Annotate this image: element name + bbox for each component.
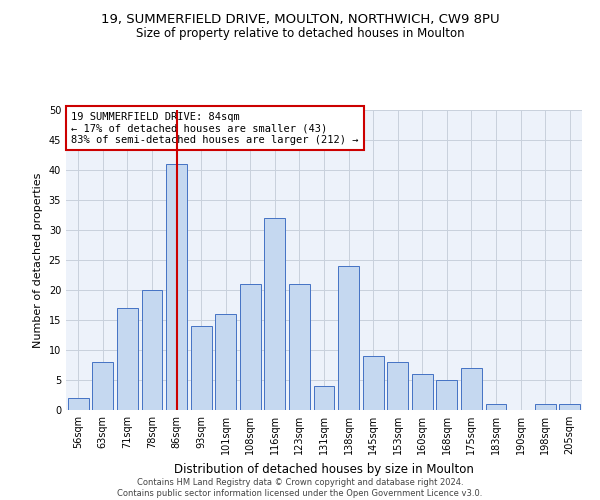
Text: 19 SUMMERFIELD DRIVE: 84sqm
← 17% of detached houses are smaller (43)
83% of sem: 19 SUMMERFIELD DRIVE: 84sqm ← 17% of det… [71,112,359,144]
Text: Size of property relative to detached houses in Moulton: Size of property relative to detached ho… [136,28,464,40]
Bar [289,284,310,410]
Bar [387,362,408,410]
Bar [240,284,261,410]
Y-axis label: Number of detached properties: Number of detached properties [33,172,43,348]
Bar [412,374,433,410]
X-axis label: Distribution of detached houses by size in Moulton: Distribution of detached houses by size … [174,462,474,475]
Bar [362,356,383,410]
Bar [142,290,163,410]
Bar [314,386,334,410]
Bar [117,308,138,410]
Bar [166,164,187,410]
Bar [485,404,506,410]
Bar [68,398,89,410]
Bar [338,266,359,410]
Bar [461,368,482,410]
Bar [559,404,580,410]
Bar [436,380,457,410]
Bar [265,218,286,410]
Bar [215,314,236,410]
Bar [92,362,113,410]
Bar [191,326,212,410]
Text: 19, SUMMERFIELD DRIVE, MOULTON, NORTHWICH, CW9 8PU: 19, SUMMERFIELD DRIVE, MOULTON, NORTHWIC… [101,12,499,26]
Text: Contains HM Land Registry data © Crown copyright and database right 2024.
Contai: Contains HM Land Registry data © Crown c… [118,478,482,498]
Bar [535,404,556,410]
